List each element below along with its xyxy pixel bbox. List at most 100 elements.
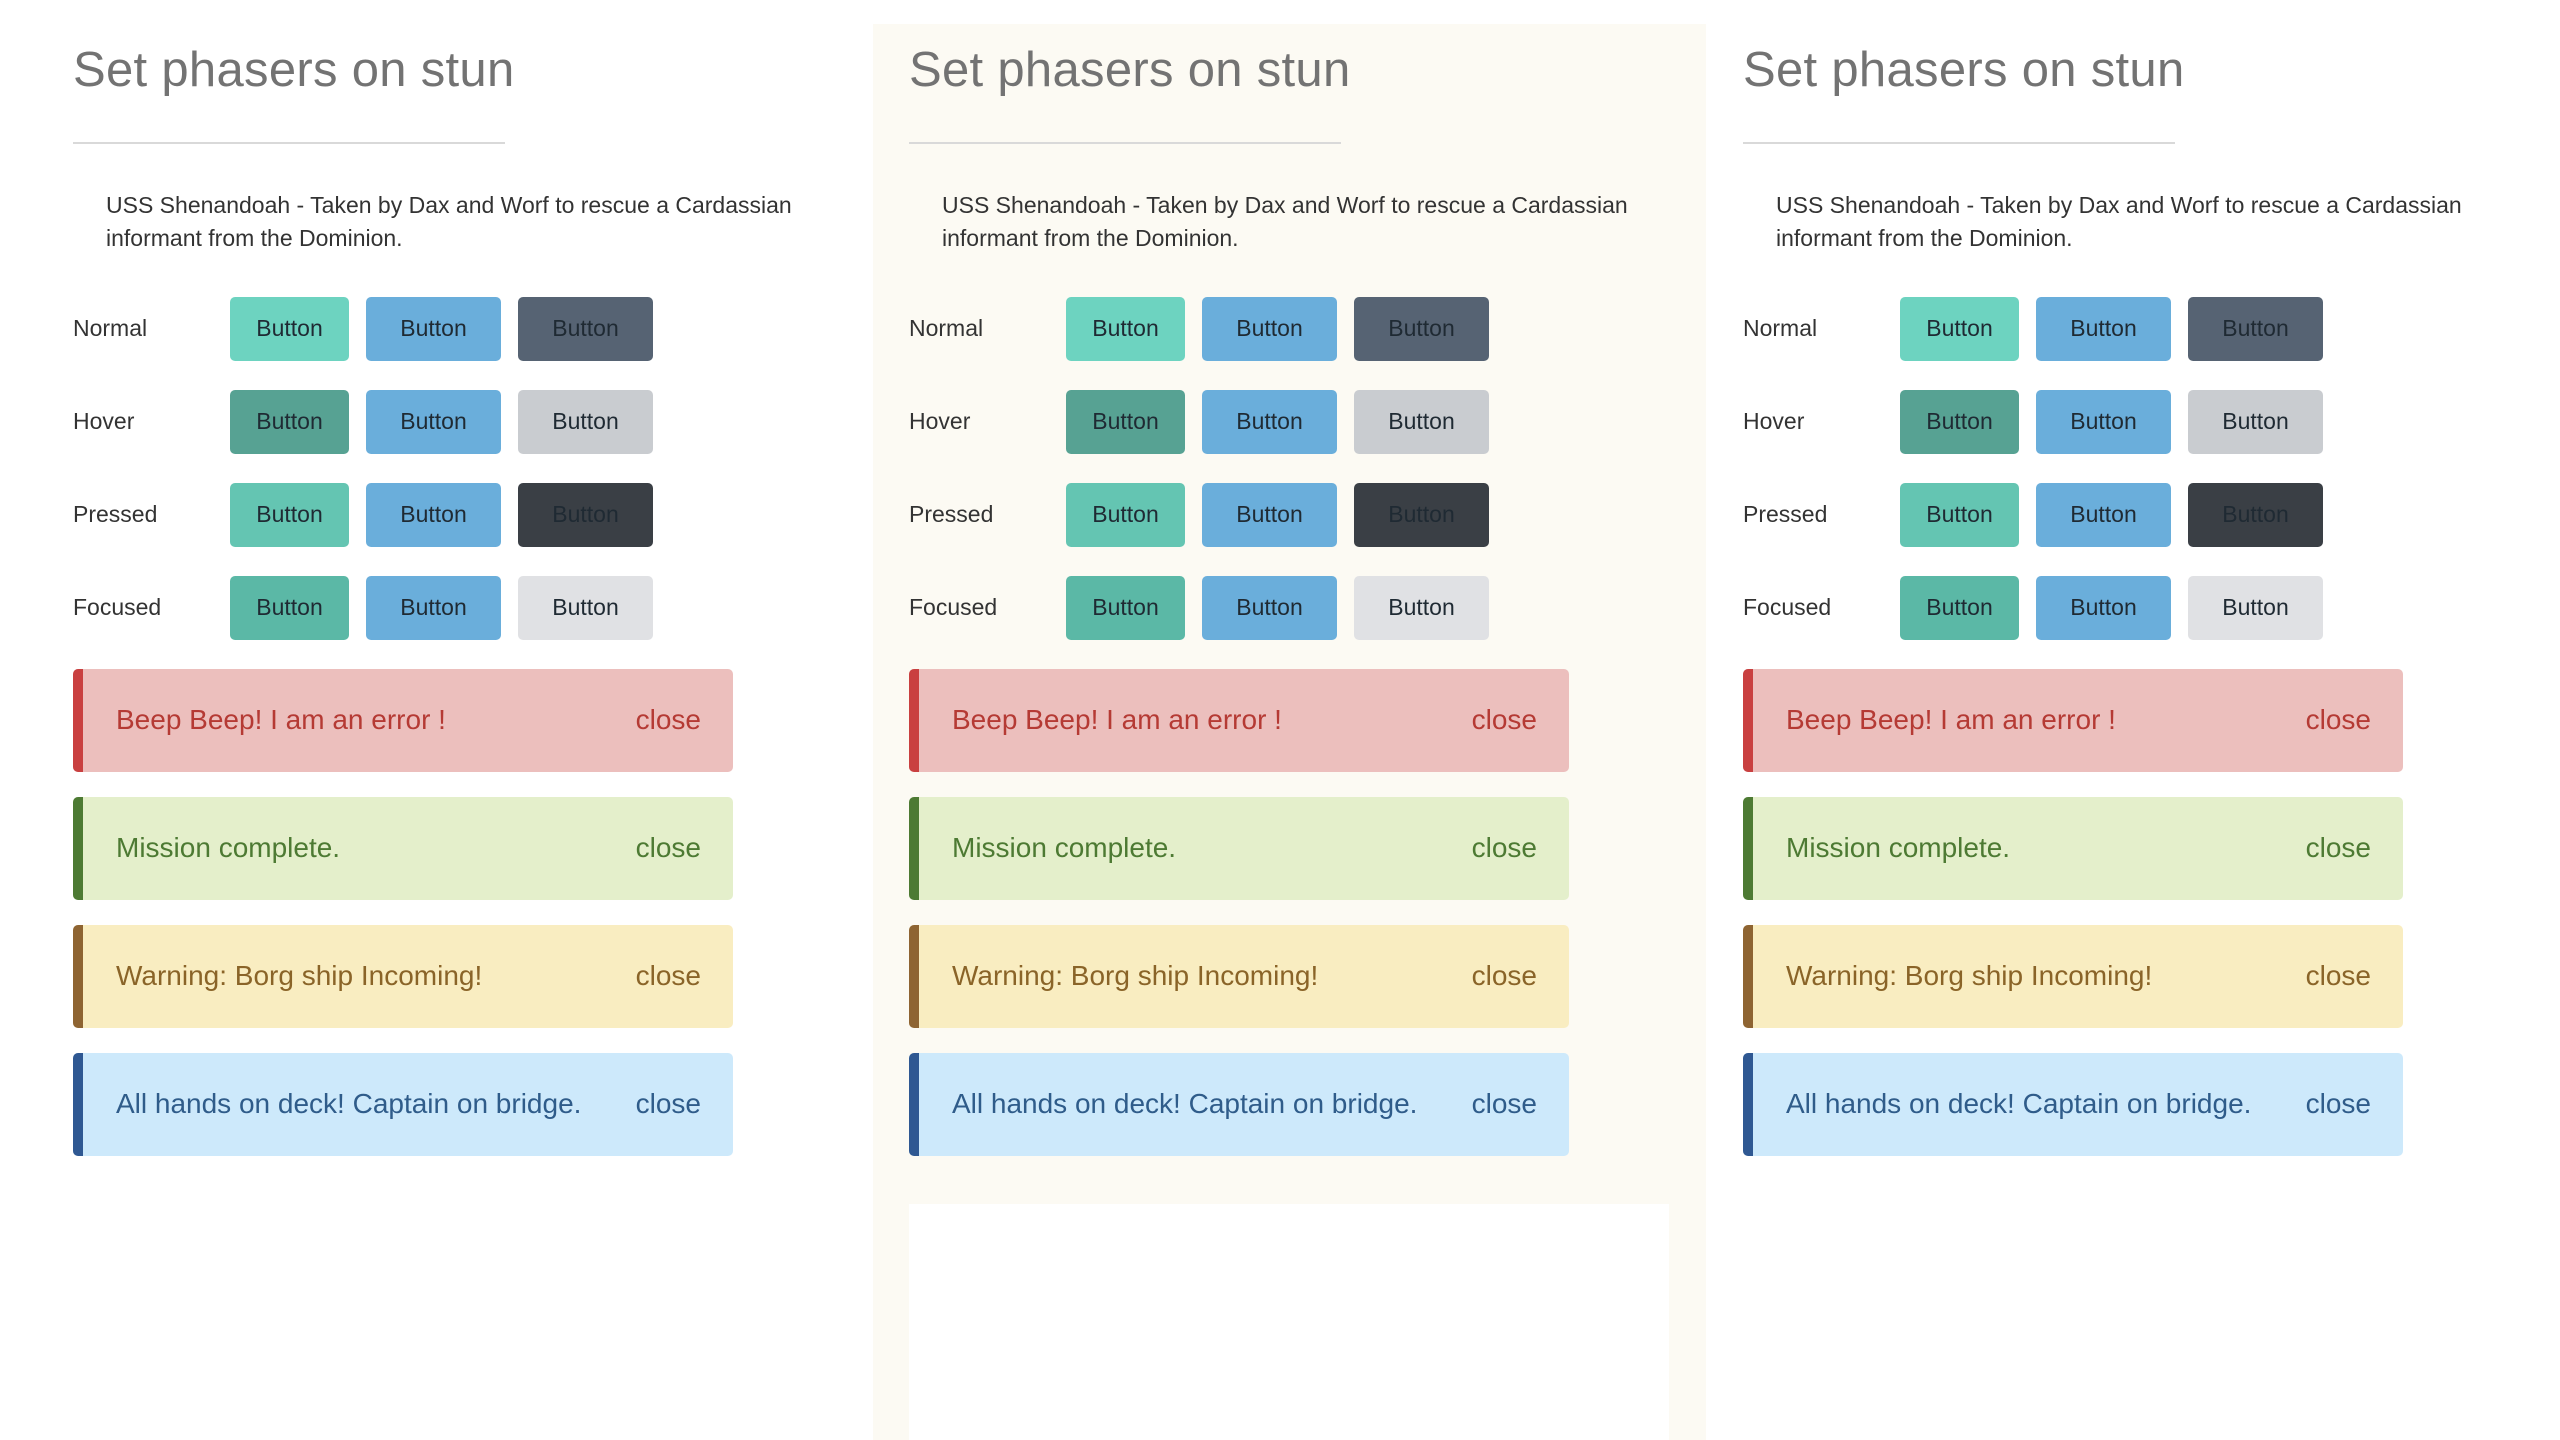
alert-message: Mission complete. (952, 832, 1177, 864)
blue-button[interactable]: Button (2036, 296, 2171, 361)
title-divider (73, 141, 505, 144)
blue-button[interactable]: Button (366, 575, 501, 640)
alert-message: All hands on deck! Captain on bridge. (1786, 1088, 2252, 1120)
button-state-grid: Normal Button Button Button Hover Button… (73, 296, 833, 640)
row-label: Normal (909, 315, 984, 342)
dark-button[interactable]: Button (518, 389, 653, 454)
blue-button[interactable]: Button (2036, 575, 2171, 640)
close-link[interactable]: close (2305, 960, 2371, 992)
success-alert: Mission complete. close (73, 796, 733, 900)
close-link[interactable]: close (2305, 1088, 2371, 1120)
blue-button[interactable]: Button (1202, 575, 1337, 640)
teal-button[interactable]: Button (1066, 482, 1185, 547)
button-row-focused: Focused Button Button Button (909, 575, 1669, 640)
teal-button[interactable]: Button (230, 296, 349, 361)
teal-button[interactable]: Button (1900, 482, 2019, 547)
close-link[interactable]: close (635, 1088, 701, 1120)
button-row-normal: Normal Button Button Button (1743, 296, 2503, 361)
button-row-focused: Focused Button Button Button (1743, 575, 2503, 640)
button-state-grid: Normal Button Button Button Hover Button… (1743, 296, 2503, 640)
teal-button[interactable]: Button (230, 389, 349, 454)
error-alert: Beep Beep! I am an error ! close (909, 668, 1569, 772)
dark-button[interactable]: Button (518, 482, 653, 547)
alert-stripe (1743, 796, 1753, 900)
dark-button[interactable]: Button (1354, 482, 1489, 547)
blue-button[interactable]: Button (2036, 482, 2171, 547)
dark-button[interactable]: Button (1354, 389, 1489, 454)
button-row-pressed: Pressed Button Button Button (909, 482, 1669, 547)
close-link[interactable]: close (635, 960, 701, 992)
dark-button[interactable]: Button (1354, 575, 1489, 640)
alert-message: Beep Beep! I am an error ! (116, 704, 446, 736)
close-link[interactable]: close (635, 704, 701, 736)
dark-button[interactable]: Button (2188, 389, 2323, 454)
alert-message: Warning: Borg ship Incoming! (1786, 960, 2153, 992)
close-link[interactable]: close (1471, 832, 1537, 864)
row-label: Pressed (1743, 501, 1828, 528)
alert-message: Warning: Borg ship Incoming! (952, 960, 1319, 992)
page-title: Set phasers on stun (1743, 43, 2185, 97)
alert-stripe (73, 924, 83, 1028)
dark-button[interactable]: Button (2188, 296, 2323, 361)
row-label: Pressed (909, 501, 994, 528)
button-row-hover: Hover Button Button Button (909, 389, 1669, 454)
alert-stripe (73, 668, 83, 772)
blue-button[interactable]: Button (2036, 389, 2171, 454)
alert-stripe (73, 796, 83, 900)
alert-list: Beep Beep! I am an error ! close Mission… (1743, 668, 2503, 1156)
close-link[interactable]: close (1471, 704, 1537, 736)
description-text: USS Shenandoah - Taken by Dax and Worf t… (942, 191, 1628, 251)
column-content: Set phasers on stun USS Shenandoah - Tak… (909, 41, 1669, 1181)
blue-button[interactable]: Button (1202, 389, 1337, 454)
close-link[interactable]: close (2305, 704, 2371, 736)
column-content: Set phasers on stun USS Shenandoah - Tak… (73, 41, 833, 1181)
dark-button[interactable]: Button (518, 575, 653, 640)
title-divider (1743, 141, 2175, 144)
info-alert: All hands on deck! Captain on bridge. cl… (909, 1052, 1569, 1156)
alert-stripe (909, 1052, 919, 1156)
teal-button[interactable]: Button (1066, 296, 1185, 361)
success-alert: Mission complete. close (1743, 796, 2403, 900)
dark-button[interactable]: Button (2188, 575, 2323, 640)
description-text: USS Shenandoah - Taken by Dax and Worf t… (1776, 191, 2462, 251)
alert-message: Mission complete. (1786, 832, 2011, 864)
teal-button[interactable]: Button (1900, 389, 2019, 454)
teal-button[interactable]: Button (1900, 575, 2019, 640)
row-label: Hover (1743, 408, 1805, 435)
warning-alert: Warning: Borg ship Incoming! close (73, 924, 733, 1028)
alert-stripe (1743, 1052, 1753, 1156)
blue-button[interactable]: Button (366, 296, 501, 361)
row-label: Hover (73, 408, 135, 435)
blue-button[interactable]: Button (1202, 296, 1337, 361)
alert-stripe (909, 668, 919, 772)
alert-message: Warning: Borg ship Incoming! (116, 960, 483, 992)
success-alert: Mission complete. close (909, 796, 1569, 900)
alert-message: Mission complete. (116, 832, 341, 864)
column-content: Set phasers on stun USS Shenandoah - Tak… (1743, 41, 2503, 1181)
dark-button[interactable]: Button (518, 296, 653, 361)
teal-button[interactable]: Button (230, 482, 349, 547)
teal-button[interactable]: Button (1066, 575, 1185, 640)
alert-stripe (1743, 668, 1753, 772)
button-row-hover: Hover Button Button Button (1743, 389, 2503, 454)
dark-button[interactable]: Button (1354, 296, 1489, 361)
row-label: Normal (73, 315, 148, 342)
error-alert: Beep Beep! I am an error ! close (73, 668, 733, 772)
blue-button[interactable]: Button (366, 389, 501, 454)
row-label: Hover (909, 408, 971, 435)
alert-stripe (909, 924, 919, 1028)
teal-button[interactable]: Button (230, 575, 349, 640)
title-divider (909, 141, 1341, 144)
blue-button[interactable]: Button (366, 482, 501, 547)
row-label: Focused (909, 594, 998, 621)
button-row-hover: Hover Button Button Button (73, 389, 833, 454)
close-link[interactable]: close (635, 832, 701, 864)
close-link[interactable]: close (1471, 1088, 1537, 1120)
teal-button[interactable]: Button (1066, 389, 1185, 454)
dark-button[interactable]: Button (2188, 482, 2323, 547)
close-link[interactable]: close (1471, 960, 1537, 992)
blue-button[interactable]: Button (1202, 482, 1337, 547)
teal-button[interactable]: Button (1900, 296, 2019, 361)
close-link[interactable]: close (2305, 832, 2371, 864)
